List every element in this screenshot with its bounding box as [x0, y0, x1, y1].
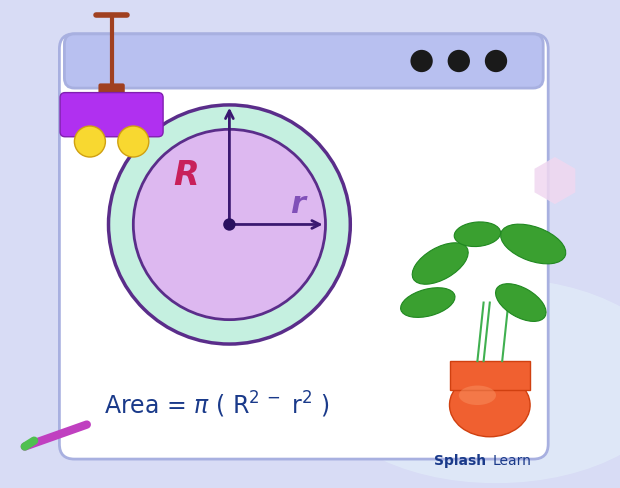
- Circle shape: [223, 218, 236, 231]
- FancyBboxPatch shape: [450, 361, 530, 390]
- Ellipse shape: [412, 243, 468, 284]
- Circle shape: [74, 126, 105, 157]
- Ellipse shape: [133, 129, 326, 320]
- FancyBboxPatch shape: [99, 83, 125, 100]
- Ellipse shape: [495, 284, 546, 322]
- FancyBboxPatch shape: [60, 93, 163, 137]
- Text: r: r: [290, 190, 305, 220]
- Ellipse shape: [500, 224, 566, 264]
- Circle shape: [448, 50, 470, 72]
- Ellipse shape: [401, 288, 455, 317]
- Ellipse shape: [459, 386, 496, 405]
- Circle shape: [118, 126, 149, 157]
- Ellipse shape: [454, 222, 500, 246]
- Text: R: R: [173, 159, 199, 192]
- Ellipse shape: [450, 373, 530, 437]
- FancyBboxPatch shape: [64, 34, 543, 88]
- Circle shape: [485, 50, 507, 72]
- Ellipse shape: [316, 278, 620, 483]
- Text: Splash: Splash: [434, 454, 486, 468]
- Text: Area = $\pi$ ( R$^{2}$$^{\,-}$ r$^{2}$ ): Area = $\pi$ ( R$^{2}$$^{\,-}$ r$^{2}$ ): [104, 390, 330, 420]
- FancyBboxPatch shape: [60, 34, 548, 459]
- Ellipse shape: [108, 105, 350, 344]
- Circle shape: [410, 50, 433, 72]
- Text: Learn: Learn: [493, 454, 532, 468]
